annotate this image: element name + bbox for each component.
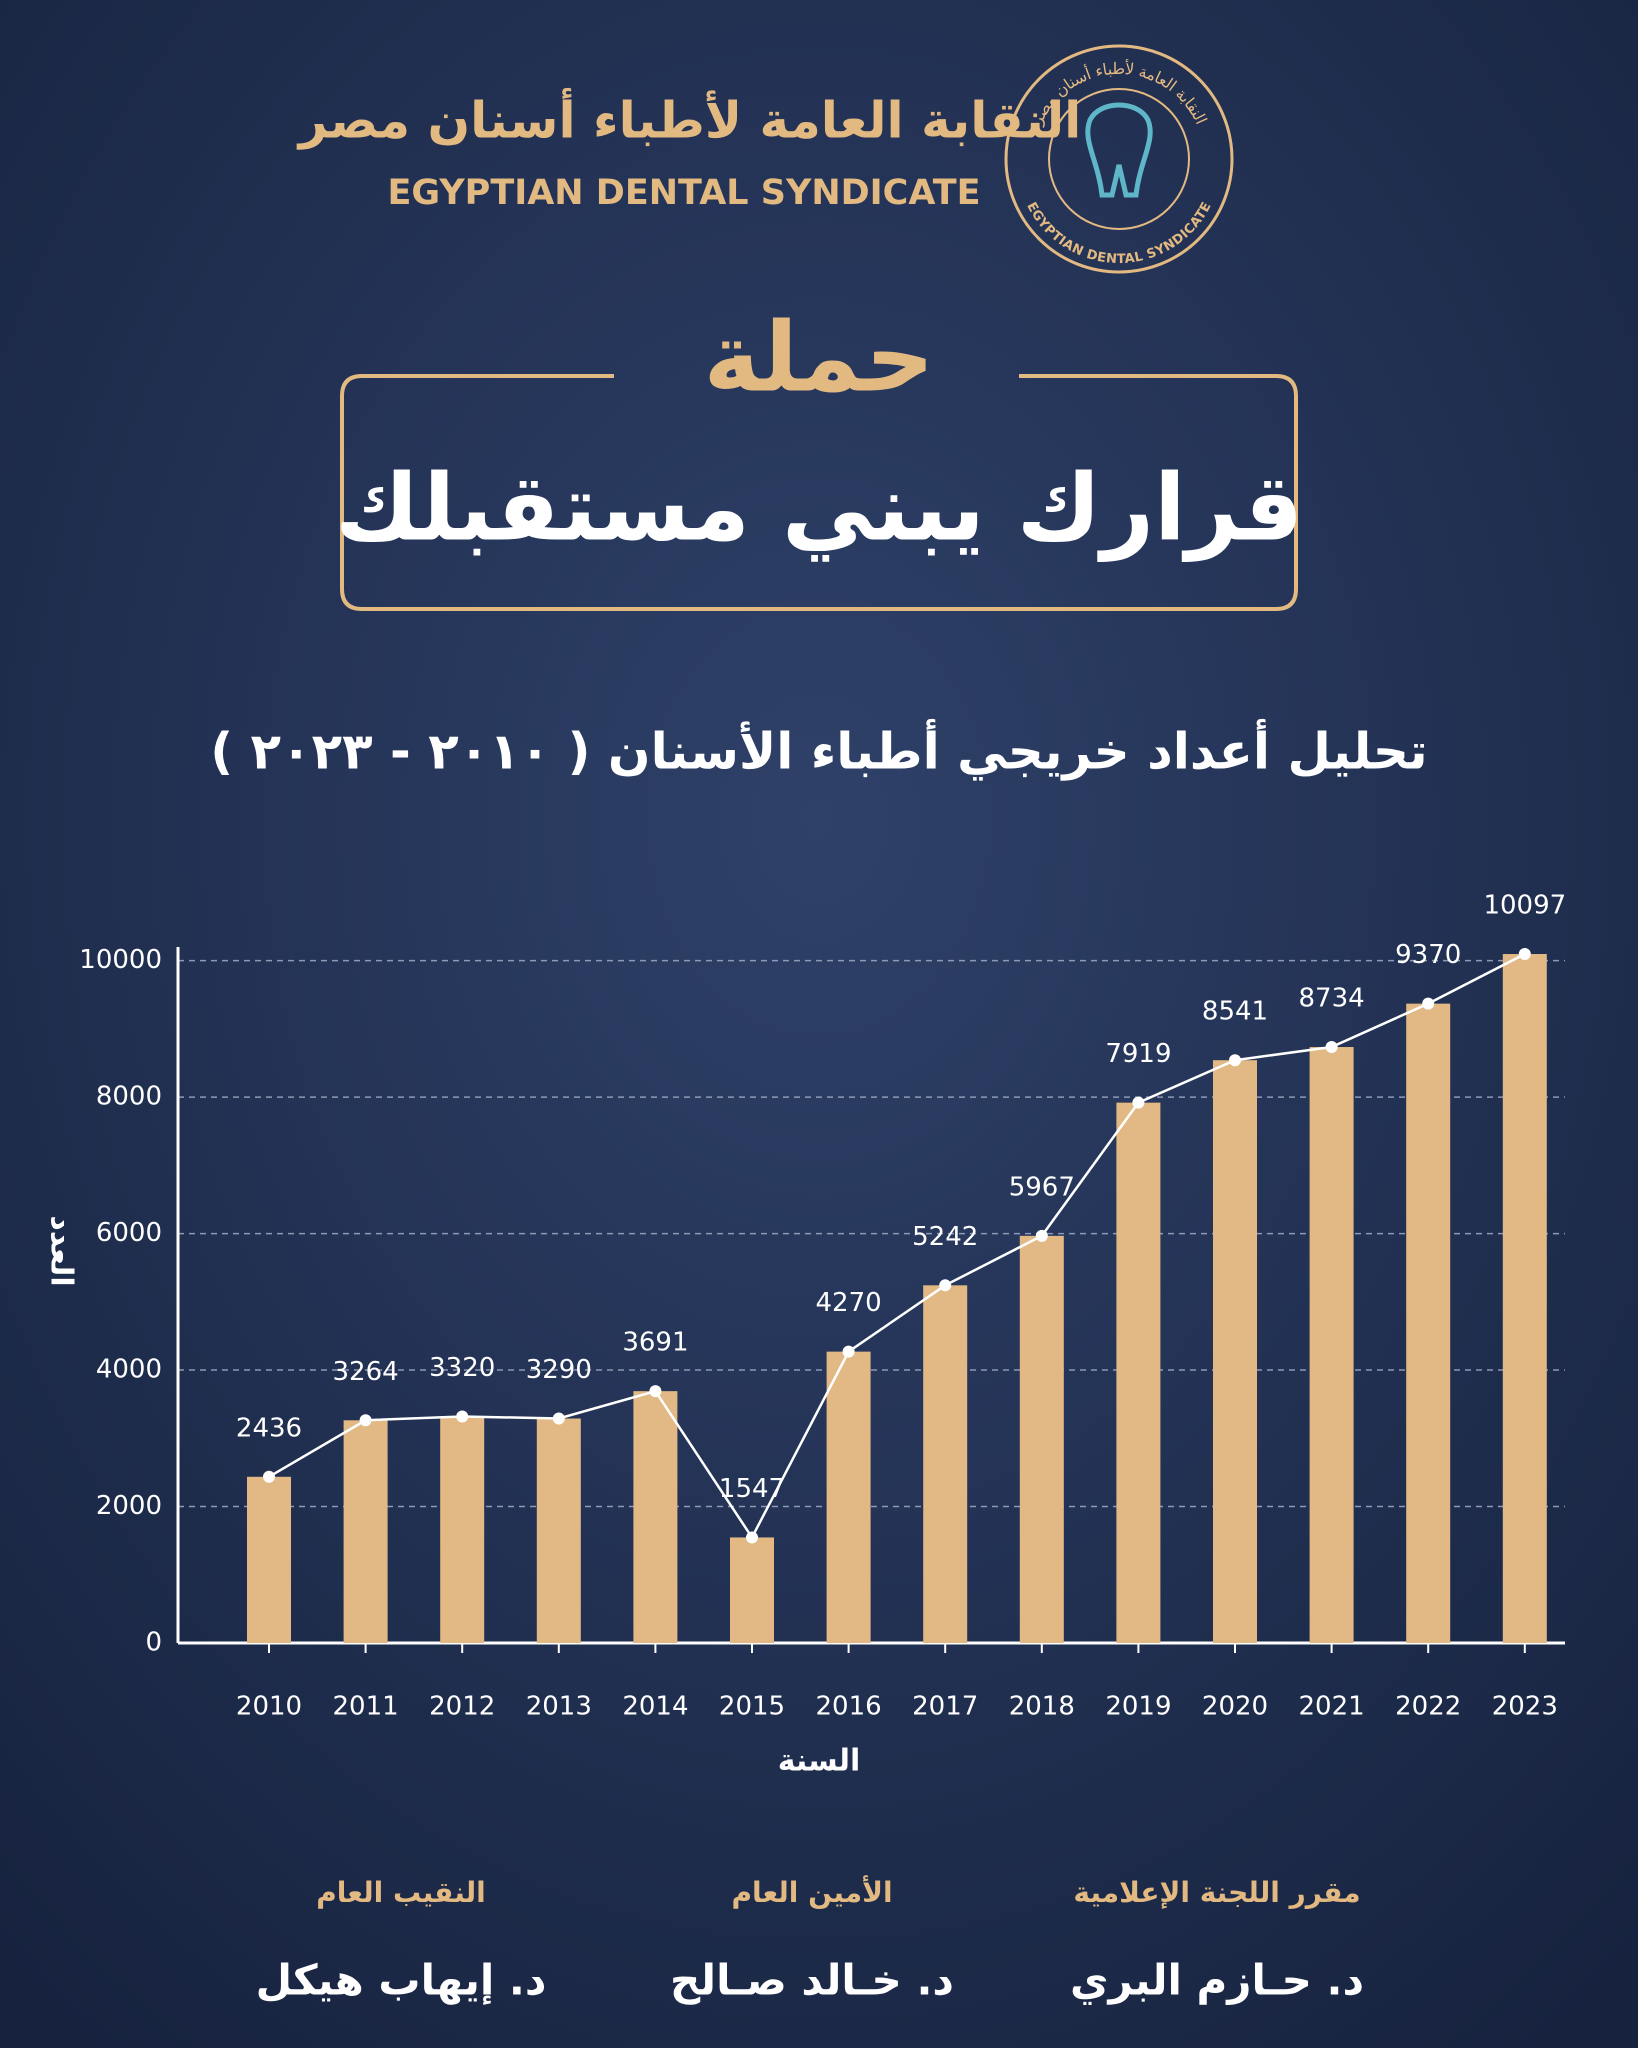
bar bbox=[633, 1391, 678, 1643]
value-label: 8541 bbox=[1202, 997, 1268, 1027]
point bbox=[1422, 997, 1435, 1010]
y-tick-label: 10000 bbox=[79, 945, 162, 975]
signature-name: د. خـالد صـالح bbox=[670, 1956, 954, 2006]
bar bbox=[1406, 1003, 1451, 1643]
point bbox=[1132, 1096, 1145, 1109]
point bbox=[746, 1531, 758, 1544]
trend-line bbox=[268, 952, 1526, 1540]
x-tick-label: 2013 bbox=[526, 1692, 592, 1722]
point bbox=[359, 1414, 372, 1427]
value-label: 8734 bbox=[1299, 984, 1365, 1014]
signature-name: د. إيهاب هيكل bbox=[256, 1956, 547, 2006]
chart: 0 2000 4000 6000 8000 10000 2010 2011 2012 2013 20… bbox=[79, 891, 1566, 1722]
bar bbox=[1502, 954, 1547, 1643]
bar bbox=[1116, 1102, 1161, 1643]
bar bbox=[536, 1418, 581, 1643]
value-label: 3290 bbox=[526, 1355, 592, 1385]
campaign-slogan: قرارك يبني مستقبلك bbox=[335, 454, 1303, 562]
point bbox=[1325, 1041, 1338, 1054]
campaign-label: حملة bbox=[704, 301, 935, 413]
x-tick-label: 2020 bbox=[1202, 1692, 1268, 1722]
x-tick-label: 2019 bbox=[1105, 1692, 1171, 1722]
bar bbox=[440, 1416, 485, 1643]
x-tick-label: 2017 bbox=[912, 1692, 978, 1722]
bar bbox=[247, 1476, 291, 1643]
point bbox=[842, 1345, 855, 1358]
y-tick-label: 4000 bbox=[96, 1355, 162, 1385]
point bbox=[1035, 1229, 1048, 1242]
point bbox=[1229, 1054, 1241, 1067]
value-label: 3691 bbox=[622, 1328, 688, 1358]
bar bbox=[826, 1351, 871, 1643]
value-label: 4270 bbox=[816, 1288, 882, 1318]
tooth-icon bbox=[1085, 102, 1153, 198]
point bbox=[1518, 948, 1531, 961]
point bbox=[649, 1385, 662, 1398]
x-tick-label: 2018 bbox=[1009, 1692, 1075, 1722]
signature-role: مقرر اللجنة الإعلامية bbox=[1073, 1876, 1360, 1909]
campaign-frame bbox=[340, 374, 1298, 611]
y-tick-label: 2000 bbox=[96, 1491, 162, 1521]
logo-english: EGYPTIAN DENTAL SYNDICATE bbox=[387, 173, 980, 213]
value-label: 7919 bbox=[1105, 1039, 1171, 1069]
bar bbox=[343, 1420, 388, 1643]
signatures: النقيب العام د. إيهاب هيكل الأمين العام د. … bbox=[256, 1875, 1364, 2006]
logo-arabic: النقابة العامة لأطباء أسنان مصر bbox=[296, 88, 1082, 151]
y-tick-label: 6000 bbox=[96, 1218, 162, 1248]
value-label: 5967 bbox=[1009, 1172, 1075, 1202]
point bbox=[456, 1410, 469, 1423]
value-label: 9370 bbox=[1395, 940, 1461, 970]
signature-name: د. حـازم البري bbox=[1070, 1956, 1364, 2006]
point bbox=[263, 1470, 275, 1483]
chart-title: تحليل أعداد خريجي أطباء الأسنان ( ٢٠١٠ -… bbox=[210, 719, 1427, 782]
x-tick-label: 2015 bbox=[719, 1692, 785, 1722]
y-tick-label: 0 bbox=[145, 1628, 162, 1658]
seal-inner-ring bbox=[1048, 88, 1190, 230]
bar bbox=[730, 1537, 774, 1643]
x-tick-label: 2011 bbox=[333, 1692, 399, 1722]
x-axis-label: السنة bbox=[778, 1744, 861, 1779]
bar bbox=[923, 1285, 968, 1643]
point bbox=[552, 1412, 565, 1425]
value-label: 2436 bbox=[236, 1413, 302, 1443]
value-label: 10097 bbox=[1483, 891, 1566, 921]
value-label: 5242 bbox=[912, 1222, 978, 1252]
seal-ring bbox=[1004, 44, 1234, 274]
bar bbox=[1309, 1047, 1354, 1643]
bar bbox=[1019, 1235, 1064, 1643]
y-tick-label: 8000 bbox=[96, 1082, 162, 1112]
x-tick-label: 2012 bbox=[429, 1692, 495, 1722]
signature-role: النقيب العام bbox=[316, 1876, 485, 1909]
value-label: 3264 bbox=[333, 1357, 399, 1387]
y-axis-label: العدد bbox=[44, 1215, 79, 1286]
bar bbox=[1213, 1060, 1257, 1643]
x-tick-label: 2022 bbox=[1395, 1692, 1461, 1722]
x-tick-label: 2023 bbox=[1492, 1692, 1558, 1722]
x-tick-label: 2010 bbox=[236, 1692, 302, 1722]
x-tick-label: 2014 bbox=[622, 1692, 688, 1722]
x-tick-label: 2021 bbox=[1299, 1692, 1365, 1722]
point bbox=[939, 1279, 952, 1292]
value-label: 1547 bbox=[719, 1474, 785, 1504]
x-tick-label: 2016 bbox=[816, 1692, 882, 1722]
value-label: 3320 bbox=[429, 1353, 495, 1383]
signature-role: الأمين العام bbox=[731, 1875, 892, 1909]
